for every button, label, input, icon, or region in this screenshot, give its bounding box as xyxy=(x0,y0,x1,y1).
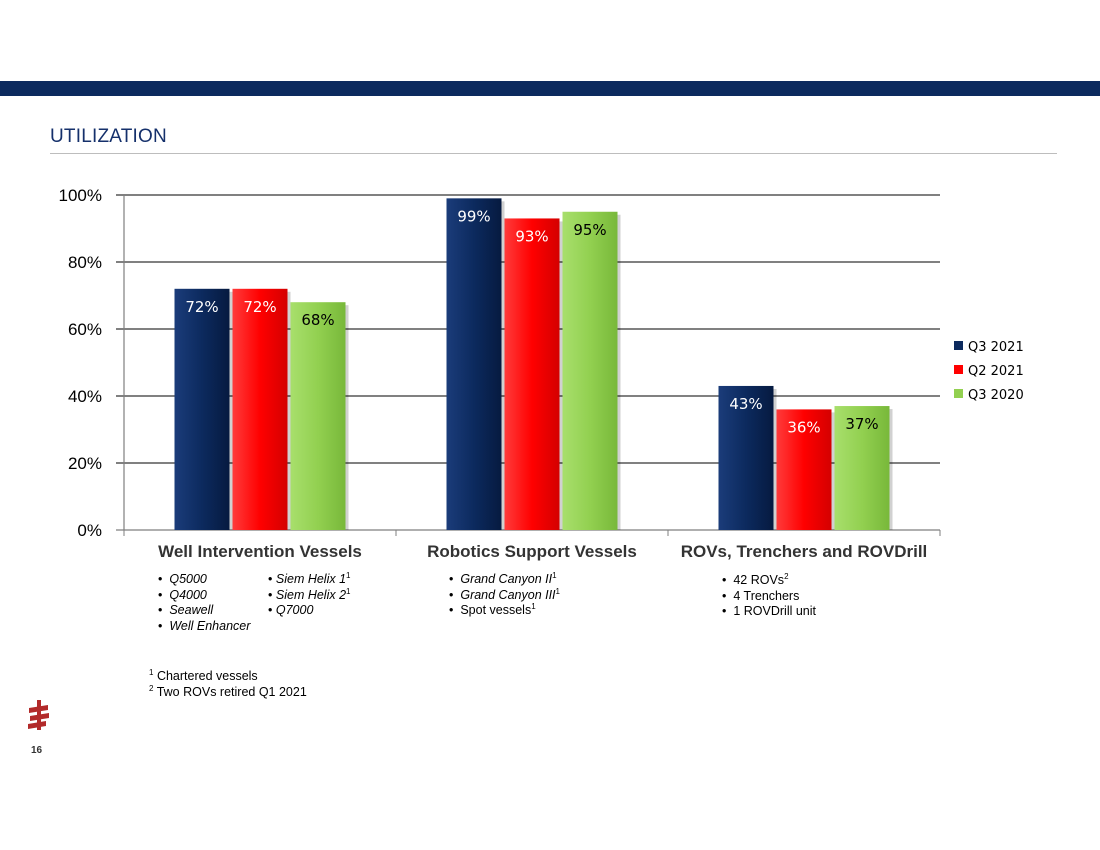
list-item: • 1 ROVDrill unit xyxy=(722,604,817,618)
well-intervention-notes-col1: • Q5000 • Q4000 • Seawell • Well Enhance… xyxy=(158,572,250,634)
list-item: • Siem Helix 21 xyxy=(268,586,351,602)
data-label: 37% xyxy=(845,415,878,433)
bar xyxy=(232,288,288,530)
title-divider xyxy=(50,153,1057,154)
y-tick-label: 20% xyxy=(68,454,102,473)
list-item: • 4 Trenchers xyxy=(722,588,800,603)
legend-swatch xyxy=(954,341,963,350)
company-logo xyxy=(28,700,49,730)
footnote: 1 Chartered vessels xyxy=(149,667,258,683)
list-item: • Q4000 xyxy=(158,587,207,602)
data-label: 99% xyxy=(457,207,490,225)
legend-swatch xyxy=(954,365,963,374)
bar xyxy=(174,288,230,530)
data-label: 72% xyxy=(185,298,218,316)
category-label: Robotics Support Vessels xyxy=(427,542,637,561)
y-tick-label: 100% xyxy=(59,186,102,205)
legend-label: Q3 2020 xyxy=(968,388,1024,403)
data-label: 95% xyxy=(573,221,606,239)
rovs-notes: • 42 ROVs2 • 4 Trenchers • 1 ROVDrill un… xyxy=(722,571,817,620)
y-tick-label: 60% xyxy=(68,320,102,339)
list-item: • Seawell xyxy=(158,603,214,617)
data-label: 68% xyxy=(301,311,334,329)
bar xyxy=(562,211,618,530)
page-number: 16 xyxy=(31,745,43,756)
category-label: ROVs, Trenchers and ROVDrill xyxy=(681,542,928,561)
data-label: 43% xyxy=(729,395,762,413)
footnotes: 1 Chartered vessels 2 Two ROVs retired Q… xyxy=(149,668,307,700)
list-item: • Grand Canyon III1 xyxy=(449,586,560,602)
robotics-notes: • Grand Canyon II1 • Grand Canyon III1 •… xyxy=(449,570,560,619)
bar xyxy=(718,385,774,530)
list-item: • Spot vessels1 xyxy=(449,601,536,617)
legend-label: Q3 2021 xyxy=(968,340,1024,355)
list-item: • Q7000 xyxy=(268,603,314,617)
legend-swatch xyxy=(954,389,963,398)
data-label: 93% xyxy=(515,227,548,245)
list-item: • Siem Helix 11 xyxy=(268,570,351,586)
category-label: Well Intervention Vessels xyxy=(158,542,362,561)
list-item: • Grand Canyon II1 xyxy=(449,570,557,586)
y-tick-label: 40% xyxy=(68,387,102,406)
bar xyxy=(446,198,502,530)
footnote: 2 Two ROVs retired Q1 2021 xyxy=(149,683,307,699)
data-label: 36% xyxy=(787,418,820,436)
bar xyxy=(776,409,832,530)
bar xyxy=(504,218,560,530)
data-label: 72% xyxy=(243,298,276,316)
bar xyxy=(290,302,346,530)
well-intervention-notes-col2: • Siem Helix 11 • Siem Helix 21 • Q7000 xyxy=(268,570,351,619)
bar xyxy=(834,406,890,530)
y-tick-label: 80% xyxy=(68,253,102,272)
list-item: • Well Enhancer xyxy=(158,618,251,633)
legend-label: Q2 2021 xyxy=(968,364,1024,379)
top-banner-bar xyxy=(0,81,1100,96)
list-item: • 42 ROVs2 xyxy=(722,571,789,587)
slide-title: UTILIZATION xyxy=(50,126,167,147)
list-item: • Q5000 xyxy=(158,572,207,586)
y-tick-label: 0% xyxy=(77,521,102,540)
